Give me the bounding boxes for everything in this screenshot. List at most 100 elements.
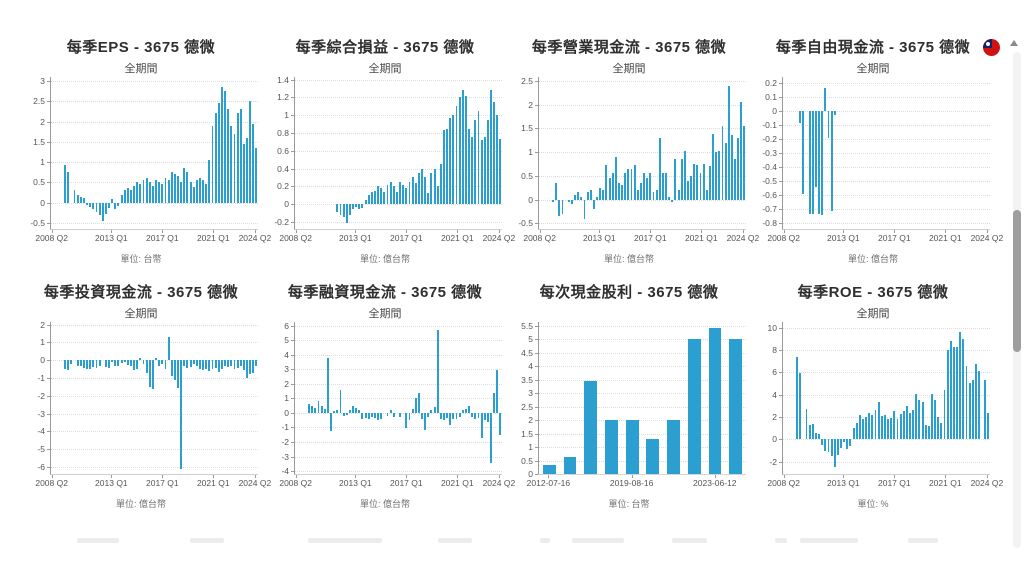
y-tick-label: 2 xyxy=(40,116,45,127)
bar xyxy=(224,360,227,366)
bar xyxy=(496,115,499,205)
bar xyxy=(108,202,110,208)
chart-card-financing-cash-flow: 每季融資現金流 - 3675 德微 全期間 -4 -3 -2 -1 0 1 2 3 4 5 6 20… xyxy=(268,281,515,510)
y-tick-label: 0.5 xyxy=(521,170,533,181)
bar xyxy=(220,87,223,203)
bar xyxy=(170,360,173,377)
y-tick-mark xyxy=(291,383,294,385)
bar xyxy=(177,360,179,388)
scrollbar-track[interactable] xyxy=(1013,52,1021,548)
x-tick-label: 2008 Q2 xyxy=(35,233,68,243)
y-tick-mark xyxy=(535,366,538,368)
chart-title: 每季綜合損益 - 3675 德微 xyxy=(295,39,475,56)
bar xyxy=(120,194,123,203)
bar xyxy=(427,412,430,418)
plot-area xyxy=(782,322,990,475)
scroll-up-button[interactable] xyxy=(1010,40,1018,46)
bar xyxy=(374,190,376,205)
bar xyxy=(708,166,711,200)
bar xyxy=(696,165,699,200)
bar xyxy=(79,196,82,203)
y-tick-label: 0.8 xyxy=(277,128,289,138)
bar xyxy=(630,168,633,200)
gridline xyxy=(295,168,502,170)
bar xyxy=(386,412,389,416)
x-tick-mark xyxy=(945,230,947,233)
x-tick-mark xyxy=(843,230,845,233)
bar xyxy=(342,204,345,218)
bar xyxy=(586,192,589,200)
gridline xyxy=(295,186,502,188)
bar xyxy=(952,346,955,440)
bar xyxy=(414,398,417,413)
bar xyxy=(205,184,208,203)
bar xyxy=(877,402,880,440)
bar xyxy=(114,202,117,209)
bar xyxy=(126,188,129,203)
bar xyxy=(111,199,114,203)
bar xyxy=(577,192,580,200)
bar xyxy=(855,422,858,440)
bar xyxy=(687,180,689,200)
bar xyxy=(712,134,715,200)
scrollbar-thumb[interactable] xyxy=(1013,210,1021,352)
bar xyxy=(668,197,671,200)
y-tick-label: 1.5 xyxy=(33,136,45,147)
bar xyxy=(202,180,205,203)
bar xyxy=(308,404,311,413)
bar xyxy=(433,168,436,205)
x-tick-label: 2021 Q1 xyxy=(196,233,230,243)
chart-card-investing-cash-flow: 每季投資現金流 - 3675 德微 全期間 -6 -5 -4 -3 -2 -1 0 1 2 20… xyxy=(24,281,271,510)
y-tick-label: 1 xyxy=(528,147,533,158)
x-tick-label: 2024 Q2 xyxy=(482,478,516,488)
y-tick-mark xyxy=(291,115,294,117)
x-tick-label: 2021 Q1 xyxy=(928,478,962,488)
x-tick-label: 2013 Q1 xyxy=(583,233,616,243)
bar xyxy=(133,360,136,370)
bar xyxy=(236,113,239,203)
gridline xyxy=(539,152,746,154)
y-tick-mark xyxy=(291,221,294,223)
x-axis: 2008 Q2 2013 Q1 2017 Q1 2021 Q1 2024 Q2 xyxy=(35,230,271,244)
x-tick-mark xyxy=(355,475,357,478)
bar xyxy=(95,360,98,369)
gridline xyxy=(295,398,502,400)
bar xyxy=(671,199,674,202)
plot-wrap: -2 0 2 4 6 8 10 xyxy=(756,322,990,475)
bar xyxy=(98,202,101,215)
y-tick-label: -1 xyxy=(37,373,45,383)
bar xyxy=(737,137,740,200)
bar xyxy=(79,360,82,366)
gridline xyxy=(295,325,502,327)
x-tick-label: 2021 Q1 xyxy=(440,233,474,243)
bar xyxy=(151,360,154,389)
y-tick-mark xyxy=(535,223,538,225)
y-axis: -6 -5 -4 -3 -2 -1 0 1 2 xyxy=(24,320,50,475)
gridline xyxy=(295,369,502,371)
y-tick-label: -4 xyxy=(281,466,289,477)
gridline xyxy=(295,456,502,458)
x-tick-mark xyxy=(539,230,541,233)
y-tick-label: 3 xyxy=(40,76,45,87)
bar xyxy=(865,417,868,440)
x-tick-label: 2017 Q1 xyxy=(634,233,667,243)
y-tick-label: -5 xyxy=(37,444,45,455)
bar xyxy=(893,411,896,440)
taiwan-flag-icon[interactable] xyxy=(983,39,1000,56)
bar xyxy=(320,405,323,413)
bar xyxy=(164,178,167,203)
bar xyxy=(411,408,414,413)
bar xyxy=(199,360,201,370)
bar xyxy=(584,380,598,474)
x-tick-label: 2008 Q2 xyxy=(767,478,800,488)
gridline xyxy=(539,379,746,381)
y-tick-mark xyxy=(779,327,782,329)
x-tick-label: 2013 Q1 xyxy=(339,478,372,488)
x-tick-label: 2008 Q2 xyxy=(279,478,312,488)
gridline xyxy=(295,97,502,99)
x-tick-label: 2013 Q1 xyxy=(339,233,372,243)
gridline xyxy=(539,339,746,341)
bar xyxy=(915,393,918,440)
y-tick-label: 4 xyxy=(528,361,533,372)
x-tick-label: 2013 Q1 xyxy=(827,233,860,243)
